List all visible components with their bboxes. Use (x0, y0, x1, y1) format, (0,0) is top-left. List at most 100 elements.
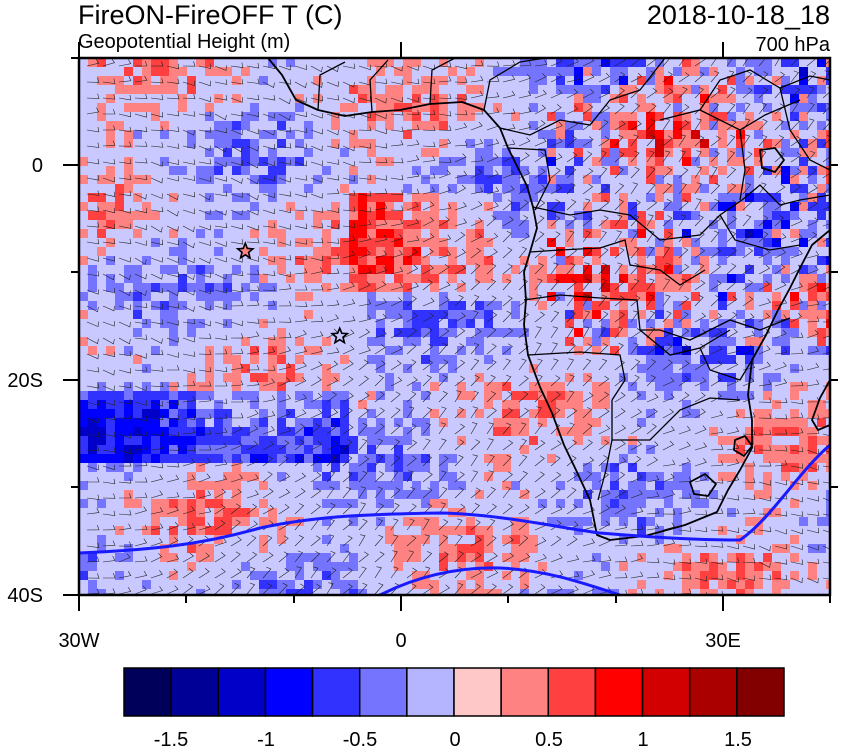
field-cell (673, 382, 682, 391)
field-cell (151, 508, 160, 517)
field-cell (349, 193, 358, 202)
field-cell (133, 193, 142, 202)
field-cell (232, 94, 241, 103)
field-cell (664, 265, 673, 274)
field-cell (403, 67, 412, 76)
wind-barb (358, 438, 368, 451)
wind-barb (518, 583, 530, 595)
wind-barbs (86, 58, 830, 595)
field-cell (286, 364, 295, 373)
field-cell (223, 292, 232, 301)
wind-barb (262, 257, 275, 263)
field-cell (610, 319, 619, 328)
field-cell (664, 139, 673, 148)
field-cell (736, 103, 745, 112)
field-cell (385, 454, 394, 463)
field-cell (304, 391, 313, 400)
wind-barb (694, 442, 707, 451)
wind-barb (150, 523, 164, 531)
field-cell (790, 229, 799, 238)
wind-barb (774, 511, 788, 517)
wind-barb (262, 334, 276, 341)
wind-barb (230, 397, 244, 403)
wind-barb (390, 219, 404, 227)
field-cell (205, 67, 214, 76)
wind-barb (294, 268, 308, 275)
wind-barb (470, 342, 480, 355)
wind-barb (342, 407, 353, 419)
wind-barb (86, 93, 100, 99)
field-cell (763, 67, 772, 76)
field-cell (376, 103, 385, 112)
field-cell (772, 337, 781, 346)
wind-barb (646, 246, 655, 259)
wind-barb (534, 263, 544, 275)
wind-barb (502, 343, 513, 355)
field-cell (304, 418, 313, 427)
field-cell (421, 517, 430, 526)
field-cell (268, 508, 277, 517)
lake-victoria (759, 147, 785, 173)
field-cell (124, 436, 133, 445)
field-cell (790, 103, 799, 112)
wind-barb (774, 329, 787, 339)
field-cell (169, 454, 178, 463)
field-cell (367, 256, 376, 265)
wind-barb (646, 441, 659, 451)
field-cell (646, 130, 655, 139)
field-cell (124, 85, 133, 94)
field-cell (484, 391, 493, 400)
field-cell (187, 418, 196, 427)
wind-barb (86, 58, 100, 67)
field-cell (628, 382, 637, 391)
wind-barb (134, 570, 148, 579)
field-cell (277, 139, 286, 148)
wind-barb (742, 279, 754, 291)
field-cell (439, 121, 448, 130)
field-cell (817, 400, 826, 409)
field-cell (592, 328, 601, 337)
wind-barb (422, 438, 431, 451)
field-cell (619, 220, 628, 229)
wind-barb (294, 81, 307, 89)
wind-barb (710, 150, 720, 163)
field-cell (349, 283, 358, 292)
field-cell (331, 499, 340, 508)
wind-barb (326, 207, 340, 213)
wind-barb (790, 348, 804, 355)
wind-barb (198, 176, 211, 182)
field-cell (781, 337, 790, 346)
wind-barb (806, 496, 819, 502)
wind-barb (550, 262, 559, 275)
wind-barb (742, 58, 749, 67)
wind-barb (102, 159, 116, 165)
wind-barb (710, 444, 724, 451)
wind-barb (150, 538, 163, 547)
wind-barb (150, 553, 163, 563)
field-cell (826, 310, 830, 319)
wind-barb (342, 375, 354, 387)
field-cell (709, 148, 718, 157)
field-cell (718, 256, 727, 265)
wind-barb (678, 506, 692, 515)
field-cell (295, 103, 304, 112)
wind-barb (390, 423, 401, 435)
wind-barb (166, 94, 180, 100)
field-cell (637, 292, 646, 301)
field-cell (646, 148, 655, 157)
field-cell (727, 436, 736, 445)
field-cell (655, 283, 664, 292)
field-cell (304, 238, 313, 247)
field-cell (196, 166, 205, 175)
field-cell (403, 58, 412, 67)
field-cell (538, 562, 547, 571)
field-cell (664, 85, 673, 94)
field-cell (619, 85, 628, 94)
field-cell (205, 499, 214, 508)
field-cell (430, 328, 439, 337)
field-cell (439, 139, 448, 148)
field-cell (295, 391, 304, 400)
wind-barb (486, 454, 495, 467)
field-cell (79, 427, 88, 436)
wind-barb (502, 503, 513, 515)
